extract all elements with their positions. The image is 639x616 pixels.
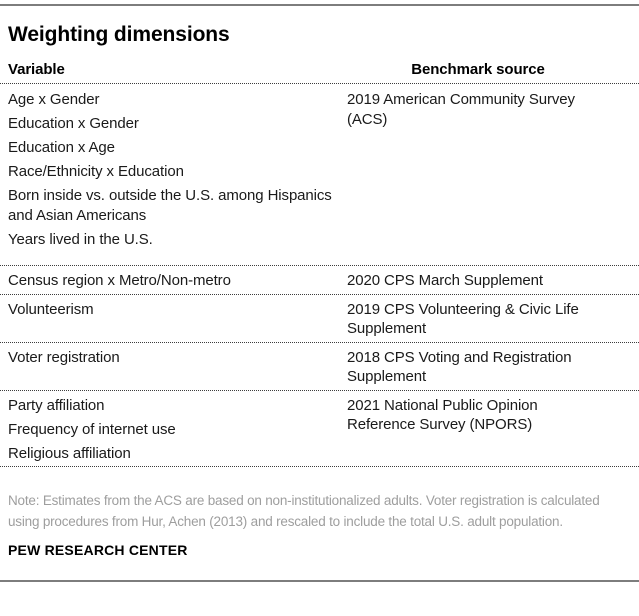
variable-item: Born inside vs. outside the U.S. among H…: [8, 187, 332, 224]
page-title: Weighting dimensions: [8, 23, 230, 46]
table-row: Census region x Metro/Non-metro 2020 CPS…: [0, 266, 639, 295]
variable-cell: Census region x Metro/Non-metro: [8, 271, 347, 291]
variable-cell: Age x Gender Education x Gender Educatio…: [8, 90, 347, 249]
table-row: Volunteerism 2019 CPS Volunteering & Civ…: [0, 295, 639, 343]
attribution-text: PEW RESEARCH CENTER: [8, 542, 188, 558]
variable-item: Education x Gender: [8, 115, 139, 132]
variable-item: Age x Gender: [8, 91, 100, 108]
note-text: Note: Estimates from the ACS are based o…: [8, 493, 600, 529]
benchmark-source-cell: 2021 National Public Opinion Reference S…: [347, 396, 538, 434]
variable-cell: Volunteerism: [8, 300, 347, 339]
variable-item: Religious affiliation: [8, 444, 131, 462]
table-row: Party affiliation Frequency of internet …: [0, 391, 639, 467]
variable-item: Frequency of internet use: [8, 420, 176, 438]
bottom-rule: [0, 580, 639, 582]
variable-item: Census region x Metro/Non-metro: [8, 272, 231, 289]
benchmark-source-cell: 2019 American Community Survey (ACS): [347, 91, 575, 128]
column-header-benchmark-source: Benchmark source: [411, 61, 545, 78]
table-row: Voter registration 2018 CPS Voting and R…: [0, 343, 639, 391]
benchmark-source-cell: 2019 CPS Volunteering & Civic Life Suppl…: [347, 300, 579, 338]
variable-item: Volunteerism: [8, 300, 94, 318]
variable-item: Party affiliation: [8, 396, 105, 414]
benchmark-source-cell: 2018 CPS Voting and Registration Supplem…: [347, 348, 572, 386]
variable-item: Voter registration: [8, 348, 120, 366]
variable-cell: Voter registration: [8, 348, 347, 387]
column-header-variable: Variable: [8, 61, 65, 78]
variable-item: Years lived in the U.S.: [8, 230, 153, 248]
variable-item: Education x Age: [8, 139, 115, 156]
variable-cell: Party affiliation Frequency of internet …: [8, 396, 347, 464]
table-row: Age x Gender Education x Gender Educatio…: [0, 84, 639, 266]
top-rule: [0, 4, 639, 6]
benchmark-source-cell: 2020 CPS March Supplement: [347, 272, 543, 289]
weighting-dimensions-figure: Weighting dimensions Variable Benchmark …: [0, 4, 639, 616]
variable-item: Race/Ethnicity x Education: [8, 163, 184, 180]
table-header-row: Variable Benchmark source: [0, 60, 639, 84]
